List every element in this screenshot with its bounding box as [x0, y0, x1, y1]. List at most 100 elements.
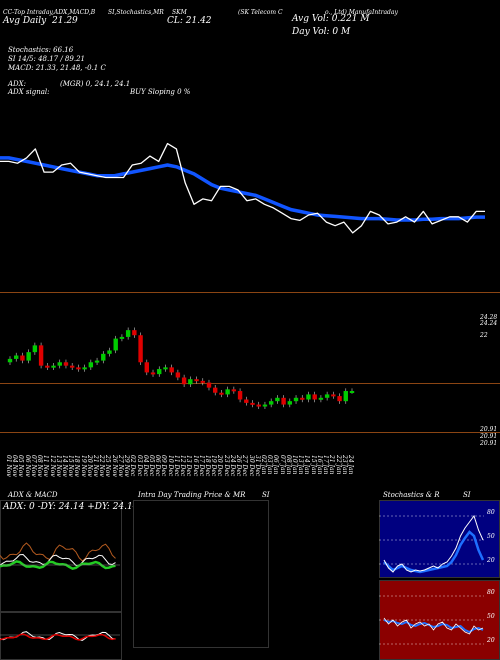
candle-body: [268, 401, 274, 405]
candlestick-chart: [7, 327, 355, 409]
si-lines: [379, 595, 484, 645]
reference-line-lower: [0, 432, 500, 433]
adx-macd-title: ADX & MACD: [8, 491, 58, 499]
price-scale-bot2: 20.91: [480, 433, 498, 440]
adx-values: ADX: 0 -DY: 24.14 +DY: 24.14: [3, 502, 139, 512]
candle-body: [69, 365, 75, 368]
header-title-left: CC-Top Intraday,ADX,MACD,B: [3, 9, 96, 16]
avg-daily-value: 21.29: [52, 16, 78, 26]
candle-body: [125, 330, 131, 337]
candle-body: [281, 397, 286, 405]
candle-body: [250, 402, 255, 405]
macd-readout: MACD: 21.33, 21.48, -0.1 C: [8, 64, 106, 72]
intraday-title: Intra Day Trading Price & MR: [138, 491, 246, 499]
candle-body: [237, 391, 243, 400]
buy-signal-readout: BUY Sloping 0 %: [130, 88, 191, 96]
candle-body: [287, 401, 293, 405]
stoch-scale-50: 50: [487, 533, 495, 540]
candle-body: [14, 355, 19, 359]
si-mid-title: SI: [262, 491, 270, 499]
candle-body: [101, 353, 106, 361]
candle-body: [63, 362, 69, 366]
macd-signal-line: [0, 633, 116, 641]
stochastics-lines: [379, 514, 485, 574]
si-scale-20: 20: [487, 637, 495, 644]
candle-body: [107, 350, 112, 354]
candle-body: [38, 345, 44, 366]
header-title-mid: SI,Stochastics,MR: [108, 9, 164, 16]
adx-signal-readout: ADX signal:: [8, 88, 50, 96]
candle-body: [169, 367, 174, 373]
candle-body: [200, 380, 205, 383]
avg-volume: Avg Vol: 0.221 M: [292, 14, 370, 24]
candle-body: [113, 338, 118, 351]
price-scale-mid: 22: [480, 332, 488, 339]
candle-body: [51, 365, 56, 368]
candle-body: [119, 336, 125, 339]
candle-body: [20, 355, 25, 361]
header-company-rest: o., Ltd) ManufaIntraday: [325, 9, 398, 16]
stoch-d-line: [383, 514, 484, 573]
price-scale-bot3: 20.91: [480, 440, 498, 447]
reference-line-mid: [0, 383, 500, 384]
adx-white-line: [0, 553, 116, 567]
candle-body: [312, 394, 317, 400]
candle-body: [144, 362, 149, 373]
candle-body: [300, 397, 305, 400]
si-readout: SI 14/5: 48.17 / 89.21: [8, 55, 85, 63]
price-line-chart: [0, 142, 485, 234]
stoch-scale-20: 20: [487, 557, 495, 564]
candle-body: [324, 394, 330, 398]
candle-body: [132, 330, 137, 336]
candle-body: [206, 382, 212, 388]
candle-body: [213, 387, 218, 393]
si-right-title: SI: [463, 491, 471, 499]
adx-orange-line: [0, 542, 116, 562]
mgr-readout: (MGR) 0, 24.1, 24.1: [60, 80, 131, 88]
candle-body: [343, 391, 348, 402]
candle-body: [219, 392, 224, 395]
day-volume: Day Vol: 0 M: [292, 27, 351, 37]
stoch-k-line: [383, 530, 485, 574]
candle-body: [175, 372, 181, 378]
price-series-line: [0, 142, 485, 234]
si-scale-80: 80: [487, 589, 495, 596]
candle-body: [157, 369, 162, 375]
candle-body: [94, 360, 100, 363]
intraday-panel: [133, 500, 269, 648]
candle-body: [275, 397, 280, 402]
price-scale-top2: 24.24: [480, 320, 498, 327]
avg-daily-label: Avg Daily 21.29: [3, 16, 78, 26]
candle-body: [349, 391, 355, 394]
candle-body: [337, 396, 342, 402]
date-axis: 01 Nov 04 Nov 05 Nov 06 Nov 07 Nov 08 Nov 11 N…: [0, 455, 500, 485]
si-white-line: [383, 617, 484, 635]
candle-body: [188, 379, 193, 385]
date-tick-label: 24 Jan: [347, 455, 354, 475]
stoch-scale-80: 80: [487, 509, 495, 516]
adx-readout: ADX:: [8, 80, 27, 88]
candle-body: [181, 377, 187, 385]
candle-body: [293, 397, 299, 402]
macd-lines: [0, 631, 120, 641]
close-price: CL: 21.42: [167, 16, 212, 26]
candle-body: [262, 404, 268, 407]
adx-green-line: [0, 560, 116, 571]
candle-body: [45, 365, 50, 368]
price-scale-top1: 24.28: [480, 314, 498, 321]
candle-body: [194, 379, 199, 382]
candle-body: [306, 394, 311, 400]
candle-body: [26, 352, 31, 361]
candle-body: [138, 335, 143, 363]
candle-body: [318, 397, 324, 400]
candle-body: [57, 362, 62, 366]
header-company: (SK Telecom C: [238, 9, 283, 16]
candle-body: [32, 345, 38, 353]
candle-body: [331, 394, 336, 397]
si-scale-50: 50: [487, 613, 495, 620]
reference-line-upper: [0, 292, 500, 293]
candle-body: [225, 389, 230, 395]
price-scale-bot1: 20.91: [480, 426, 498, 433]
header-symbol: SKM: [172, 9, 187, 16]
adx-lines: [0, 542, 120, 571]
